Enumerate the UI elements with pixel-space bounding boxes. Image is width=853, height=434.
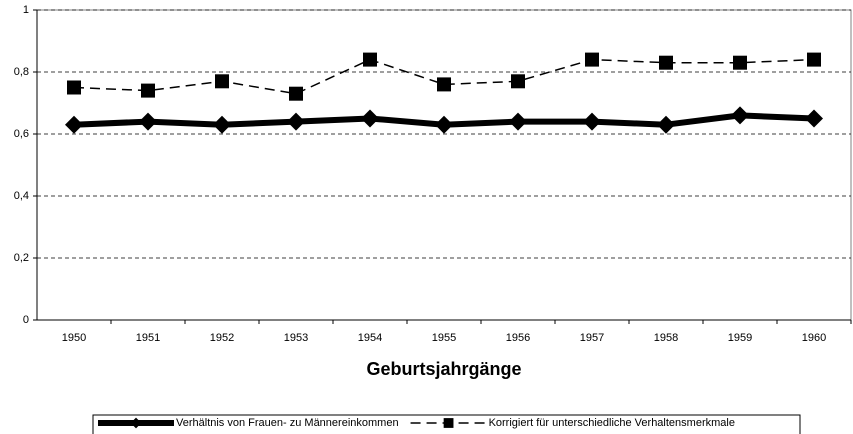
x-tick-label: 1951: [136, 332, 160, 344]
legend-label: Korrigiert für unterschiedliche Verhalte…: [489, 417, 735, 429]
point: [509, 112, 527, 131]
x-tick-label: 1954: [358, 332, 382, 344]
point: [289, 86, 303, 101]
point: [805, 109, 823, 128]
point: [67, 80, 81, 95]
point: [807, 52, 821, 67]
point: [659, 55, 673, 70]
point: [287, 112, 305, 131]
point: [585, 52, 599, 67]
x-tick-label: 1955: [432, 332, 456, 344]
y-tick-label: 0,4: [14, 190, 29, 202]
x-tick-label: 1957: [580, 332, 604, 344]
x-tick-label: 1952: [210, 332, 234, 344]
y-tick-label: 0,2: [14, 252, 29, 264]
legend-marker: [443, 418, 454, 428]
point: [437, 77, 451, 92]
point: [363, 52, 377, 67]
point: [139, 112, 157, 131]
point: [657, 115, 675, 134]
x-tick-label: 1960: [802, 332, 826, 344]
point: [733, 55, 747, 70]
point: [731, 106, 749, 125]
point: [435, 115, 453, 134]
point: [511, 74, 525, 89]
series-line: [73, 58, 815, 95]
x-tick-label: 1953: [284, 332, 308, 344]
y-tick-label: 1: [23, 4, 29, 16]
point: [215, 74, 229, 89]
point: [213, 115, 231, 134]
point: [583, 112, 601, 131]
y-tick-label: 0: [23, 314, 29, 326]
x-axis-title: Geburtsjahrgänge: [366, 359, 521, 379]
point: [141, 83, 155, 98]
plot-area: [36, 9, 852, 321]
x-tick-label: 1959: [728, 332, 752, 344]
x-tick-label: 1956: [506, 332, 530, 344]
x-tick-label: 1950: [62, 332, 86, 344]
x-tick-label: 1958: [654, 332, 678, 344]
point: [65, 115, 83, 134]
legend-label: Verhältnis von Frauen- zu Männereinkomme…: [176, 417, 399, 429]
y-tick-label: 0,6: [14, 128, 29, 140]
y-tick-label: 0,8: [14, 66, 29, 78]
point: [361, 109, 379, 128]
